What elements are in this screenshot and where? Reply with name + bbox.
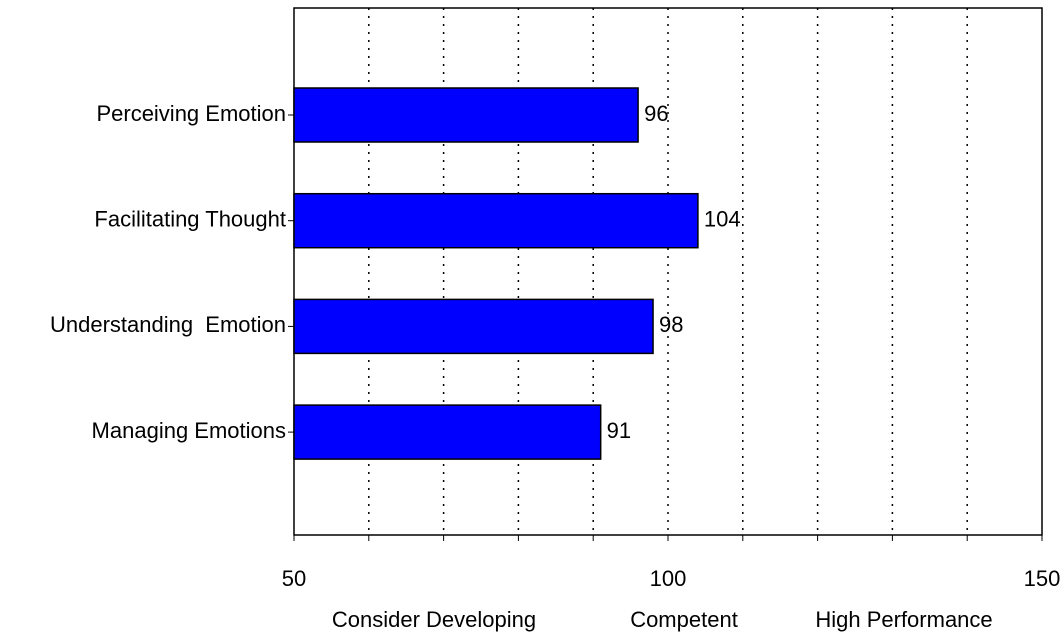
y-tick-label: Managing Emotions bbox=[92, 418, 286, 443]
range-label: Consider Developing bbox=[332, 607, 536, 632]
x-tick-label: 100 bbox=[650, 566, 687, 591]
range-label: Competent bbox=[630, 607, 738, 632]
y-tick-label: Understanding Emotion bbox=[50, 312, 286, 337]
range-label: High Performance bbox=[815, 607, 992, 632]
data-label: 104 bbox=[704, 207, 741, 232]
x-tick-label: 150 bbox=[1024, 566, 1061, 591]
data-label: 91 bbox=[607, 418, 631, 443]
bar bbox=[293, 87, 639, 143]
bar bbox=[293, 192, 699, 249]
data-label: 96 bbox=[644, 101, 668, 126]
data-label: 98 bbox=[659, 312, 683, 337]
bar bbox=[293, 298, 654, 355]
bar bbox=[293, 404, 602, 460]
y-tick-label: Perceiving Emotion bbox=[96, 101, 286, 126]
x-tick-label: 50 bbox=[282, 566, 306, 591]
y-tick-label: Facilitating Thought bbox=[94, 207, 286, 232]
